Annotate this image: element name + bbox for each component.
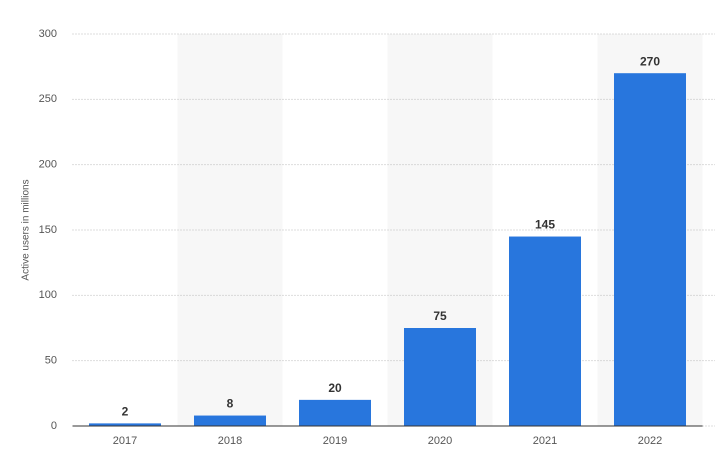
bar [299,399,371,426]
y-tick-label: 0 [51,420,57,432]
bar [194,415,266,426]
data-label: 8 [227,397,234,411]
x-tick-label: 2019 [323,435,347,447]
y-tick-label: 50 [45,355,57,367]
y-tick-label: 150 [39,224,57,236]
data-label: 2 [122,405,129,419]
y-tick-label: 200 [39,159,57,171]
data-label: 145 [535,218,555,232]
y-tick-label: 300 [39,28,57,40]
x-tick-label: 2022 [638,435,662,447]
y-axis-label: Active users in millions [21,179,32,280]
data-label: 20 [328,381,342,395]
x-tick-label: 2018 [218,435,242,447]
data-label: 270 [640,54,660,68]
x-tick-label: 2017 [113,435,137,447]
x-tick-label: 2021 [533,435,557,447]
x-tick-label: 2020 [428,435,452,447]
data-label: 75 [433,309,447,323]
bar [404,328,476,426]
y-tick-label: 250 [39,93,57,105]
bar [614,73,686,426]
y-tick-label: 100 [39,289,57,301]
bar [509,236,581,426]
bar [89,423,161,426]
